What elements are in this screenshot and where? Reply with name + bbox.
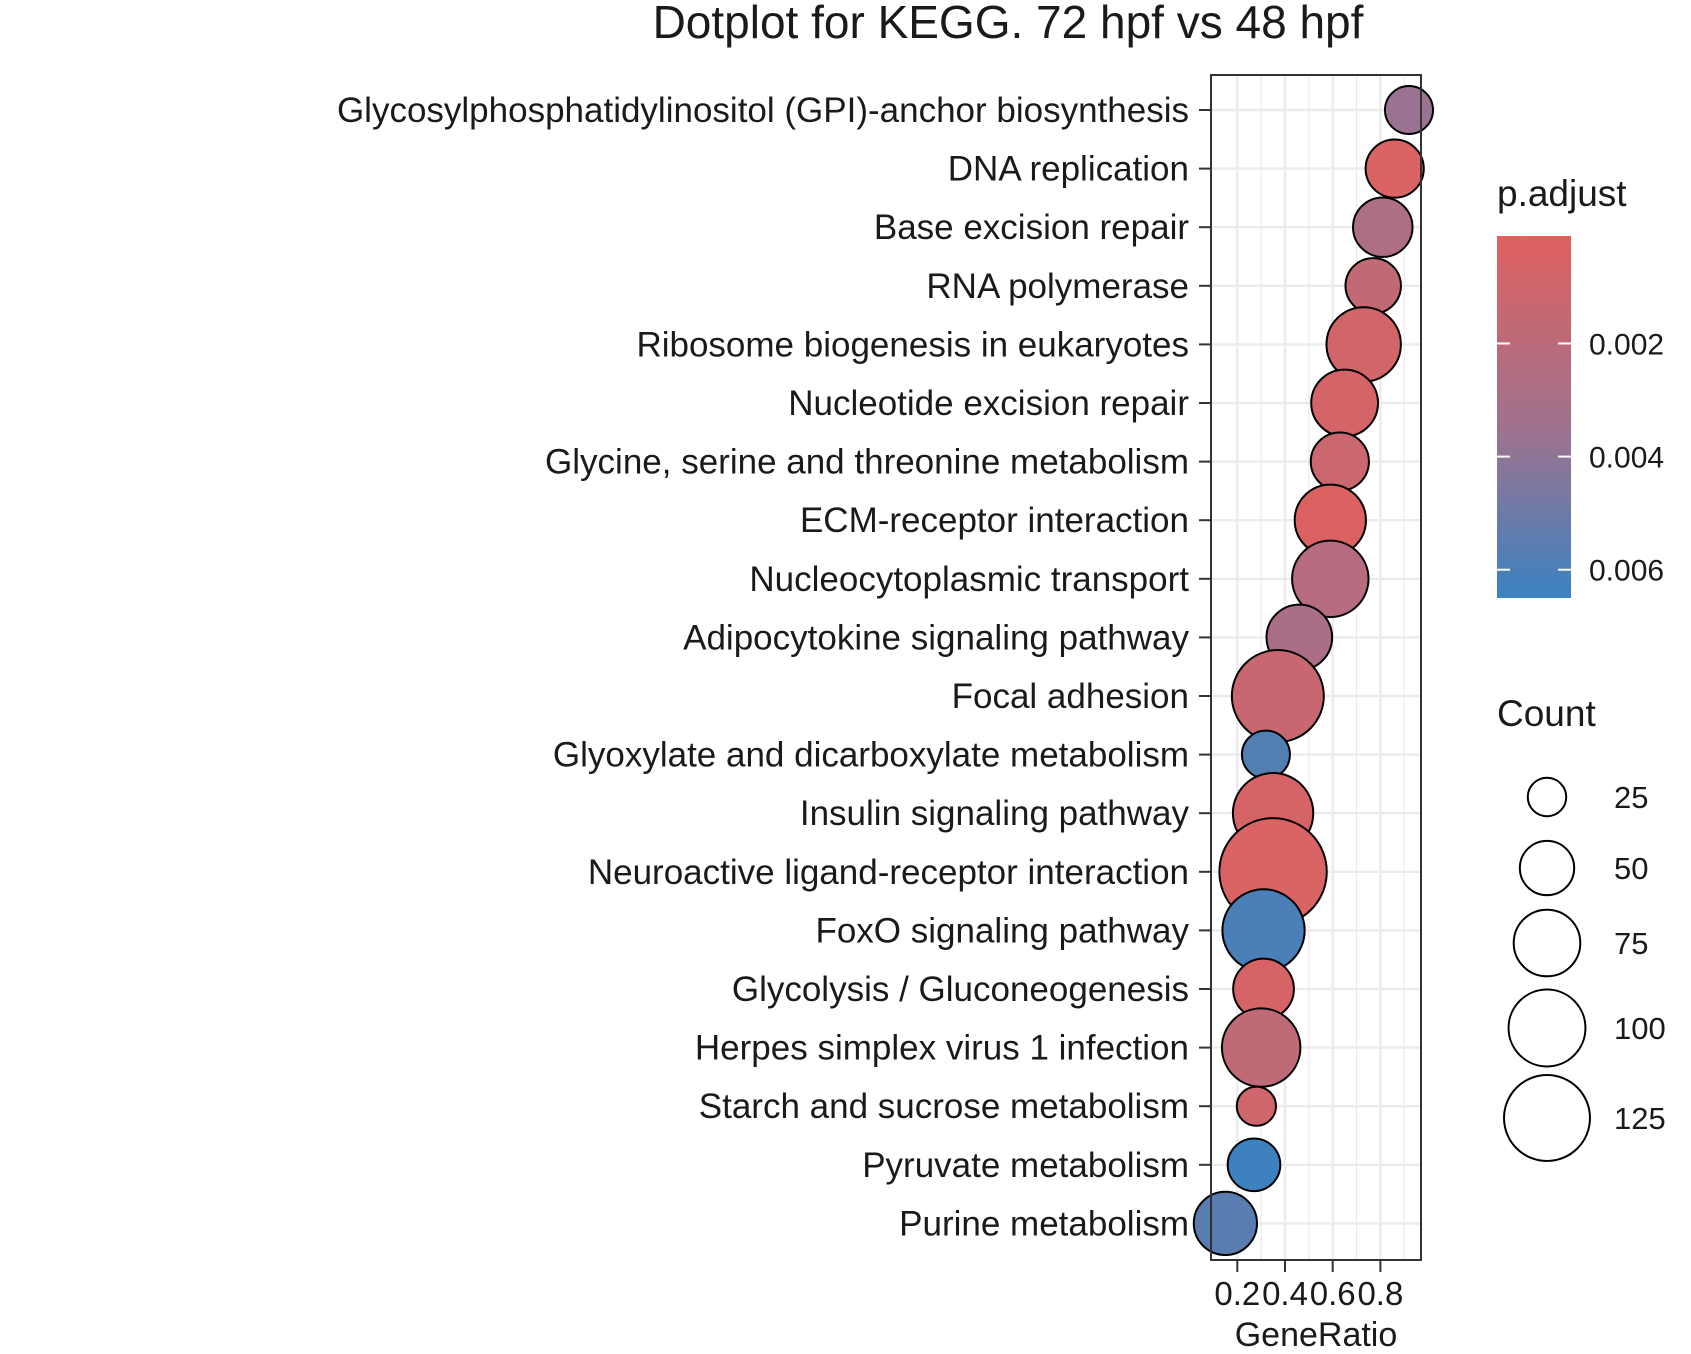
size-legend-circle [1512,908,1582,978]
plot-border [1210,74,1422,1261]
y-tick-label: Glycosylphosphatidylinositol (GPI)-ancho… [337,91,1189,130]
x-axis: 0.2 0.4 0.6 0.8 [1214,1260,1403,1312]
y-tick-label: Pyruvate metabolism [862,1146,1189,1185]
size-legend-circle [1526,776,1568,818]
y-tick-label: Neuroactive ligand-receptor interaction [588,853,1189,892]
size-legend-circle [1507,988,1587,1068]
data-points [1192,84,1435,1257]
dot-point [1309,431,1370,492]
x-tick-label: 0.4 [1262,1275,1308,1312]
y-tick-label: RNA polymerase [926,267,1189,306]
y-tick-label: Glycine, serine and threonine metabolism [545,443,1189,482]
size-legend-label: 75 [1614,926,1648,961]
x-tick-label: 0.6 [1310,1275,1356,1312]
size-legend-label: 100 [1614,1011,1666,1046]
dot-point [1240,729,1291,780]
color-legend-title: p.adjust [1497,173,1627,214]
dot-point [1291,539,1370,619]
size-legend-circle [1503,1074,1591,1162]
size-legend-label: 25 [1614,780,1648,815]
size-legend-label: 50 [1614,851,1648,886]
y-tick-label: Purine metabolism [899,1204,1189,1243]
size-legend-circle [1518,839,1576,897]
y-tick-label: ECM-receptor interaction [800,501,1189,540]
color-legend-label: 0.002 [1589,328,1664,361]
y-tick-label: Ribosome biogenesis in eukaryotes [636,325,1189,364]
color-legend-label: 0.006 [1589,555,1664,588]
y-tick-label: Adipocytokine signaling pathway [683,618,1189,657]
dot-point [1230,649,1325,743]
y-axis-labels: Glycosylphosphatidylinositol (GPI)-ancho… [337,91,1211,1243]
dot-point [1235,1085,1277,1127]
y-tick-label: Nucleocytoplasmic transport [749,560,1189,599]
dot-point [1352,196,1414,258]
color-legend-label: 0.004 [1589,442,1664,475]
dot-point [1383,84,1435,136]
y-tick-label: Glyoxylate and dicarboxylate metabolism [553,736,1189,775]
chart-title: Dotplot for KEGG. 72 hpf vs 48 hpf [653,0,1364,48]
size-legend-label: 125 [1614,1101,1666,1136]
x-tick-label: 0.2 [1214,1275,1260,1312]
y-tick-label: Nucleotide excision repair [788,384,1189,423]
size-legend: 25 50 75 100 125 [1503,776,1666,1162]
y-tick-label: Herpes simplex virus 1 infection [695,1029,1189,1068]
y-tick-label: Base excision repair [874,208,1189,247]
color-legend-ticks: 0.002 0.004 0.006 [1497,328,1664,588]
dot-point [1226,1137,1282,1193]
dot-point [1220,1007,1302,1088]
y-tick-label: Focal adhesion [952,677,1189,716]
y-tick-label: FoxO signaling pathway [815,911,1189,950]
dot-point [1364,138,1425,199]
size-legend-title: Count [1497,693,1596,734]
color-legend-bar [1497,236,1571,598]
dot-point [1310,368,1380,438]
y-tick-label: Insulin signaling pathway [800,794,1190,833]
dot-point [1192,1190,1258,1257]
dot-point [1344,257,1402,315]
x-axis-title: GeneRatio [1235,1316,1398,1354]
y-tick-label: DNA replication [948,150,1189,189]
y-tick-label: Starch and sucrose metabolism [699,1087,1189,1126]
x-tick-label: 0.8 [1357,1275,1403,1312]
y-tick-label: Glycolysis / Gluconeogenesis [732,970,1189,1009]
